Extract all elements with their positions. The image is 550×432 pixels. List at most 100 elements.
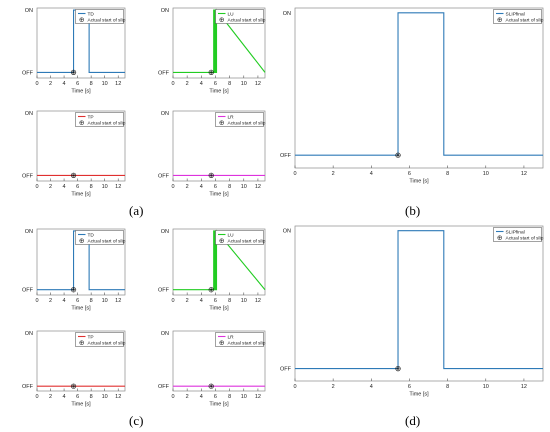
y-tick-label: ON	[161, 111, 169, 117]
x-tick-label: 10	[102, 394, 108, 400]
x-tick-label: 2	[49, 184, 52, 190]
panel-label-b: (b)	[405, 203, 421, 218]
x-tick-label: 10	[483, 171, 489, 177]
legend-label: LU	[228, 11, 235, 17]
x-tick-label: 2	[186, 394, 189, 400]
x-tick-label: 10	[102, 184, 108, 190]
x-tick-label: 0	[35, 298, 38, 304]
series-line-lu	[173, 229, 266, 291]
legend-label: TP	[88, 114, 94, 120]
y-tick-label: ON	[161, 331, 169, 337]
x-tick-label: 12	[521, 384, 527, 390]
x-tick-label: 2	[186, 184, 189, 190]
legend-label: Actual start of slip	[228, 238, 266, 244]
slip-start-marker	[208, 172, 214, 178]
x-tick-label: 6	[76, 394, 79, 400]
legend-label: Actual start of slip	[88, 120, 126, 126]
legend-box	[215, 230, 264, 245]
slip-start-marker	[70, 287, 77, 293]
x-tick-label: 8	[90, 298, 93, 304]
x-tick-label: 2	[186, 81, 189, 87]
slip-start-marker-asterisk	[396, 366, 400, 371]
slip-start-marker-asterisk	[396, 153, 400, 157]
x-axis-label: Time [s]	[409, 392, 429, 398]
x-axis-label: Time [s]	[71, 402, 91, 408]
legend-marker-asterisk	[220, 341, 224, 345]
y-tick-label: OFF	[22, 384, 34, 390]
x-tick-label: 8	[90, 81, 93, 87]
x-tick-label: 2	[49, 81, 52, 87]
x-tick-label: 10	[241, 184, 247, 190]
slip-start-marker	[70, 383, 77, 389]
slip-start-marker-asterisk	[71, 173, 76, 178]
x-tick-label: 8	[90, 394, 93, 400]
x-tick-label: 6	[214, 298, 217, 304]
x-tick-label: 10	[483, 384, 489, 390]
x-axis-label: Time [s]	[209, 192, 229, 198]
legend-marker-icon	[497, 17, 502, 22]
legend-box	[215, 112, 264, 127]
legend-label: LR	[228, 114, 235, 120]
legend-label: LU	[228, 232, 235, 238]
x-axis-label: Time [s]	[71, 89, 91, 95]
x-axis-label: Time [s]	[71, 192, 91, 198]
x-tick-label: 4	[200, 394, 203, 400]
legend-marker-icon	[219, 120, 224, 125]
legend-marker-asterisk	[220, 239, 224, 243]
x-tick-label: 6	[214, 81, 217, 87]
legend-label: Actual start of slip	[506, 17, 544, 23]
series-line-slipfinal	[295, 12, 543, 156]
x-tick-label: 2	[49, 394, 52, 400]
x-axis-label: Time [s]	[209, 402, 229, 408]
x-tick-label: 0	[171, 81, 174, 87]
x-tick-label: 4	[63, 394, 66, 400]
x-tick-label: 12	[255, 394, 261, 400]
legend-marker-icon	[79, 238, 84, 243]
legend-box	[75, 230, 124, 245]
legend-box	[215, 332, 264, 347]
legend-marker-asterisk	[80, 121, 84, 125]
legend-label: TP	[88, 334, 94, 340]
legend-box	[75, 332, 124, 347]
slip-start-marker	[395, 152, 401, 158]
x-tick-label: 4	[370, 384, 373, 390]
legend-label: Actual start of slip	[88, 340, 126, 346]
slip-start-marker-asterisk	[71, 287, 76, 292]
x-tick-label: 4	[63, 298, 66, 304]
x-axis-label: Time [s]	[209, 89, 229, 95]
x-tick-label: 10	[102, 298, 108, 304]
x-tick-label: 12	[115, 184, 121, 190]
legend-label: SLIPfinal	[506, 229, 525, 235]
series-line-lu	[173, 8, 266, 73]
slip-start-marker	[208, 287, 214, 293]
x-tick-label: 10	[241, 81, 247, 87]
x-tick-label: 8	[228, 81, 231, 87]
slip-start-marker	[208, 383, 214, 389]
x-tick-label: 2	[186, 298, 189, 304]
legend-box	[75, 112, 124, 127]
x-tick-label: 12	[255, 184, 261, 190]
slip-start-marker	[208, 69, 214, 75]
legend-marker-icon	[219, 238, 224, 243]
y-tick-label: ON	[161, 8, 169, 14]
slip-start-marker-asterisk	[209, 287, 214, 292]
x-tick-label: 6	[76, 81, 79, 87]
slip-start-marker-asterisk	[209, 173, 214, 178]
x-tick-label: 0	[35, 81, 38, 87]
x-tick-label: 0	[35, 184, 38, 190]
legend-label: TD	[88, 11, 95, 17]
